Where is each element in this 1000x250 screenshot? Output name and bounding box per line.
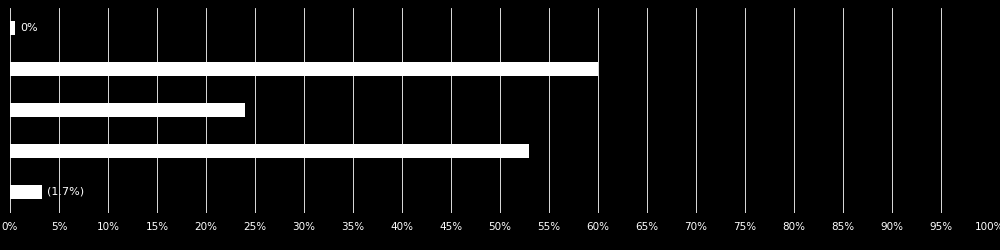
- Bar: [10, 144, 529, 158]
- Bar: [10, 185, 42, 199]
- Bar: [10, 103, 245, 117]
- Text: 0%: 0%: [20, 23, 37, 33]
- Bar: [10, 21, 15, 35]
- Text: (1.7%): (1.7%): [47, 187, 84, 197]
- Bar: [10, 62, 598, 76]
